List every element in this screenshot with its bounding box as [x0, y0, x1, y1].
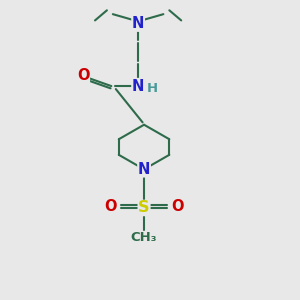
Text: CH₃: CH₃: [131, 231, 157, 244]
Text: N: N: [138, 162, 150, 177]
Text: S: S: [138, 200, 150, 215]
Text: N: N: [138, 162, 150, 177]
Text: O: O: [171, 199, 184, 214]
Text: O: O: [77, 68, 89, 83]
Text: N: N: [132, 16, 144, 31]
Text: N: N: [132, 79, 144, 94]
Text: O: O: [104, 199, 117, 214]
Text: H: H: [147, 82, 158, 95]
